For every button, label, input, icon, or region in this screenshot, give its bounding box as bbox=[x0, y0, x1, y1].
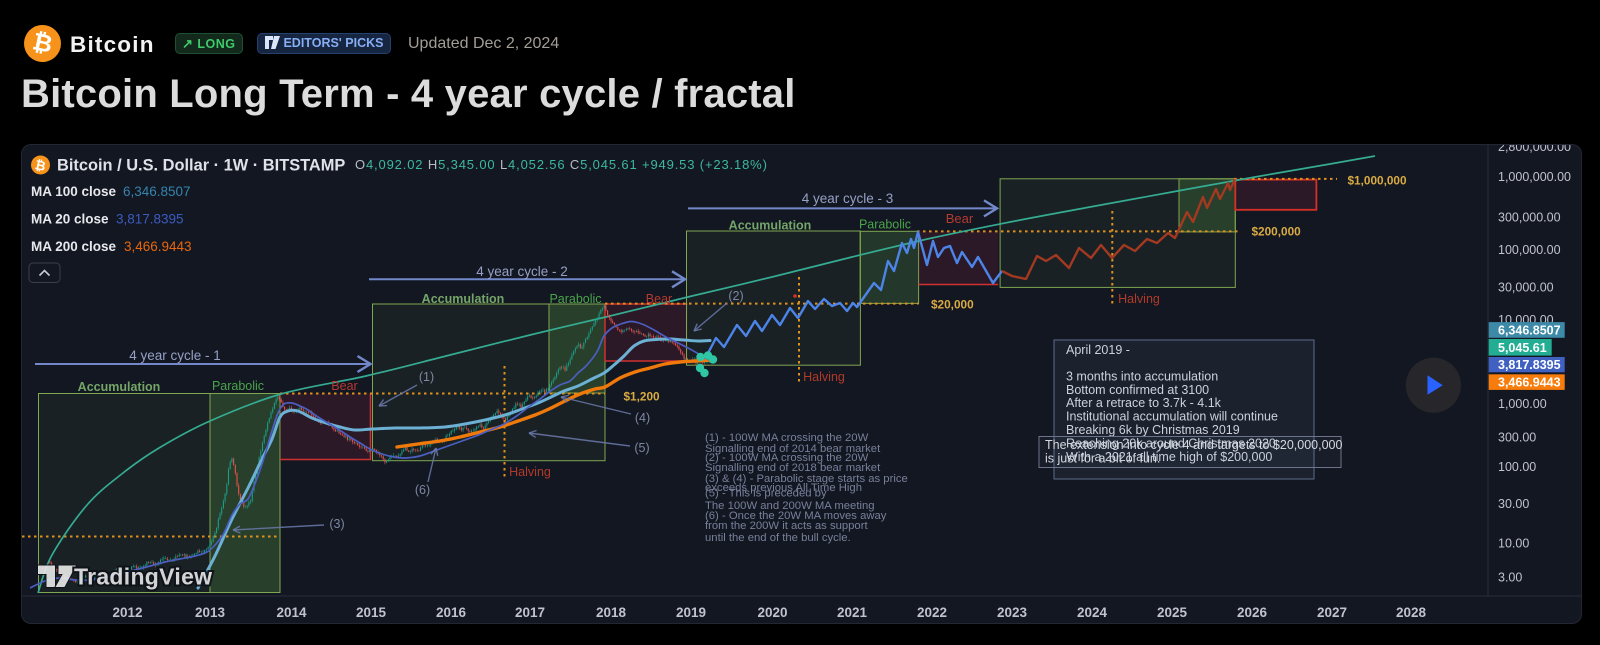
svg-text:3 months into accumulation: 3 months into accumulation bbox=[1066, 370, 1218, 384]
svg-text:April 2019 -: April 2019 - bbox=[1066, 343, 1130, 357]
svg-text:Accumulation: Accumulation bbox=[422, 292, 505, 306]
svg-text:300.00: 300.00 bbox=[1498, 431, 1536, 445]
svg-text:Halving: Halving bbox=[1118, 292, 1160, 306]
svg-text:Accumulation: Accumulation bbox=[729, 219, 812, 233]
svg-text:6,346.8507: 6,346.8507 bbox=[1498, 323, 1561, 337]
svg-text:(3) & (4) - Parabolic stage st: (3) & (4) - Parabolic stage starts as pr… bbox=[705, 473, 908, 485]
svg-text:Institutional accumulation wil: Institutional accumulation will continue bbox=[1066, 410, 1278, 424]
svg-text:MA 20 close: MA 20 close bbox=[31, 212, 109, 227]
svg-text:MA 100 close: MA 100 close bbox=[31, 184, 117, 199]
svg-text:2020: 2020 bbox=[757, 605, 787, 620]
svg-text:$1,000,000: $1,000,000 bbox=[1348, 174, 1407, 188]
svg-text:3,817.8395: 3,817.8395 bbox=[1498, 358, 1561, 372]
svg-text:O4,092.02 H5,345.00 L4,052.56: O4,092.02 H5,345.00 L4,052.56 C5,045.61 … bbox=[355, 157, 768, 172]
svg-text:4 year cycle - 2: 4 year cycle - 2 bbox=[476, 264, 568, 279]
svg-text:2,800,000.00: 2,800,000.00 bbox=[1498, 144, 1571, 154]
svg-text:(5) - This is preceded by: (5) - This is preceded by bbox=[705, 488, 827, 500]
svg-text:2022: 2022 bbox=[917, 605, 947, 620]
svg-text:3,466.9443: 3,466.9443 bbox=[1498, 376, 1561, 390]
svg-text:1,000.00: 1,000.00 bbox=[1498, 397, 1547, 411]
svg-text:The 100W and 200W MA meeting: The 100W and 200W MA meeting bbox=[705, 500, 875, 512]
svg-text:(6) - Once the 20W MA moves aw: (6) - Once the 20W MA moves away bbox=[705, 510, 887, 522]
svg-text:Signalling end of 2014 bear ma: Signalling end of 2014 bear market bbox=[705, 443, 881, 455]
svg-text:3,817.8395: 3,817.8395 bbox=[116, 212, 184, 227]
svg-text:2019: 2019 bbox=[676, 605, 706, 620]
svg-text:is just for a bit of fun.: is just for a bit of fun. bbox=[1045, 452, 1160, 466]
svg-text:3.00: 3.00 bbox=[1498, 571, 1522, 585]
svg-text:exceeds previous All Time High: exceeds previous All Time High bbox=[705, 482, 862, 494]
svg-text:2024: 2024 bbox=[1077, 605, 1108, 620]
svg-text:Parabolic: Parabolic bbox=[859, 218, 911, 232]
svg-text:(5): (5) bbox=[634, 441, 649, 455]
svg-text:2023: 2023 bbox=[997, 605, 1028, 620]
svg-text:2015: 2015 bbox=[356, 605, 387, 620]
svg-text:(4): (4) bbox=[635, 411, 650, 425]
svg-text:2026: 2026 bbox=[1237, 605, 1268, 620]
svg-text:With a 2021 all time high of $: With a 2021 all time high of $200,000 bbox=[1066, 450, 1272, 464]
svg-text:2021: 2021 bbox=[837, 605, 868, 620]
svg-text:(1) - 100W MA crossing the 20W: (1) - 100W MA crossing the 20W bbox=[705, 432, 869, 444]
svg-text:The extension into cycle 4 and: The extension into cycle 4 and targets t… bbox=[1045, 438, 1342, 452]
svg-text:Signalling end of 2018 bear ma: Signalling end of 2018 bear market bbox=[705, 462, 881, 474]
svg-text:2016: 2016 bbox=[436, 605, 467, 620]
svg-text:Bear: Bear bbox=[946, 211, 974, 226]
svg-text:Parabolic: Parabolic bbox=[549, 292, 601, 306]
svg-text:(2): (2) bbox=[728, 289, 743, 303]
svg-text:MA 200 close: MA 200 close bbox=[31, 239, 117, 254]
svg-text:4 year cycle - 1: 4 year cycle - 1 bbox=[129, 348, 221, 363]
svg-text:Accumulation: Accumulation bbox=[78, 380, 161, 394]
svg-text:30.00: 30.00 bbox=[1498, 497, 1529, 511]
svg-text:100.00: 100.00 bbox=[1498, 460, 1536, 474]
svg-text:2017: 2017 bbox=[515, 605, 545, 620]
svg-text:Halving: Halving bbox=[509, 465, 551, 479]
svg-text:$200,000: $200,000 bbox=[1252, 225, 1302, 239]
svg-text:Bear: Bear bbox=[646, 292, 672, 306]
svg-text:2014: 2014 bbox=[276, 605, 307, 620]
svg-text:2027: 2027 bbox=[1317, 605, 1347, 620]
svg-text:Parabolic: Parabolic bbox=[212, 379, 264, 393]
svg-text:Bear: Bear bbox=[331, 379, 357, 393]
svg-text:10.00: 10.00 bbox=[1498, 537, 1529, 551]
svg-text:6,346.8507: 6,346.8507 bbox=[123, 184, 191, 199]
svg-text:$1,200: $1,200 bbox=[624, 390, 661, 404]
svg-text:(6): (6) bbox=[415, 483, 430, 497]
svg-text:(3): (3) bbox=[329, 517, 344, 531]
svg-text:After a retrace to 3.7k - 4.1k: After a retrace to 3.7k - 4.1k bbox=[1066, 396, 1222, 410]
svg-text:Bitcoin / U.S. Dollar · 1W · B: Bitcoin / U.S. Dollar · 1W · BITSTAMP bbox=[57, 157, 345, 175]
svg-text:$20,000: $20,000 bbox=[931, 298, 974, 312]
svg-text:Halving: Halving bbox=[803, 370, 845, 384]
svg-text:(1): (1) bbox=[419, 370, 434, 384]
svg-text:2018: 2018 bbox=[596, 605, 627, 620]
svg-text:(2) - 100W MA crossing the 20W: (2) - 100W MA crossing the 20W bbox=[705, 452, 869, 464]
svg-text:5,045.61: 5,045.61 bbox=[1498, 341, 1547, 355]
svg-text:until the end of the bull cycl: until the end of the bull cycle. bbox=[705, 532, 851, 544]
svg-text:1,000,000.00: 1,000,000.00 bbox=[1498, 170, 1571, 184]
svg-text:₿: ₿ bbox=[34, 157, 47, 174]
svg-text:2025: 2025 bbox=[1157, 605, 1188, 620]
svg-text:300,000.00: 300,000.00 bbox=[1498, 211, 1561, 225]
svg-text:2012: 2012 bbox=[112, 605, 142, 620]
svg-text:TradingView: TradingView bbox=[74, 564, 212, 590]
svg-text:from the 200W it acts as suppo: from the 200W it acts as support bbox=[705, 520, 868, 532]
svg-text:4 year cycle - 3: 4 year cycle - 3 bbox=[802, 191, 894, 206]
svg-text:Breaking 6k by Christmas 2019: Breaking 6k by Christmas 2019 bbox=[1066, 423, 1240, 437]
svg-text:Bottom confirmed at 3100: Bottom confirmed at 3100 bbox=[1066, 383, 1209, 397]
svg-text:3,466.9443: 3,466.9443 bbox=[124, 239, 192, 254]
svg-text:2028: 2028 bbox=[1396, 605, 1427, 620]
svg-text:Reaching 20k around Christmas: Reaching 20k around Christmas 2020 bbox=[1066, 437, 1276, 451]
svg-text:2013: 2013 bbox=[195, 605, 226, 620]
svg-text:100,000.00: 100,000.00 bbox=[1498, 243, 1561, 257]
svg-text:30,000.00: 30,000.00 bbox=[1498, 281, 1554, 295]
